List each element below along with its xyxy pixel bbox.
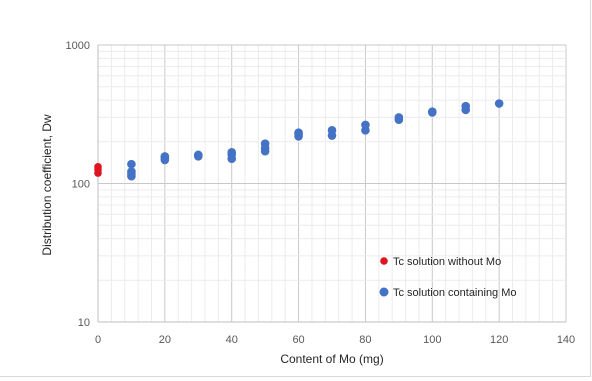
data-point (260, 146, 270, 156)
x-tick-label: 100 (423, 334, 441, 346)
x-tick-label: 20 (159, 334, 171, 346)
series-1 (94, 163, 102, 177)
data-point (294, 132, 303, 141)
axes (97, 45, 566, 323)
data-point (327, 131, 337, 140)
data-points (94, 99, 504, 181)
legend-marker-without-mo (380, 257, 388, 265)
y-tick-labels: 10 100 1000 (66, 40, 90, 329)
x-tick-label: 140 (557, 334, 575, 346)
data-point (160, 155, 170, 165)
y-tick-label: 10 (78, 317, 90, 329)
data-point (127, 159, 136, 169)
y-tick-label: 100 (72, 179, 90, 191)
data-point (361, 126, 370, 135)
x-tick-label: 40 (226, 334, 238, 346)
grid (97, 44, 567, 323)
x-tick-label: 80 (359, 334, 371, 346)
data-point (193, 152, 203, 161)
legend: Tc solution without Mo Tc solution conta… (379, 256, 517, 299)
x-tick-label: 0 (95, 334, 101, 346)
x-tick-label: 120 (490, 334, 508, 346)
data-point (494, 99, 504, 108)
x-tick-label: 60 (292, 334, 304, 346)
data-point (127, 171, 136, 181)
legend-label-containing-mo: Tc solution containing Mo (393, 287, 517, 299)
data-point (461, 105, 471, 115)
data-point (227, 154, 237, 164)
x-tick-labels: 0 20 40 60 80 100 120 140 (95, 334, 575, 346)
x-axis-title: Content of Mo (mg) (280, 352, 383, 366)
legend-marker-containing-mo (379, 287, 389, 297)
data-point (94, 169, 102, 177)
data-point (394, 115, 404, 124)
y-axis-title: Distribution coefficient, Dw (40, 114, 54, 256)
y-tick-label: 1000 (66, 40, 90, 52)
legend-label-without-mo: Tc solution without Mo (393, 256, 501, 268)
series-2 (127, 99, 504, 181)
data-point (427, 108, 437, 117)
